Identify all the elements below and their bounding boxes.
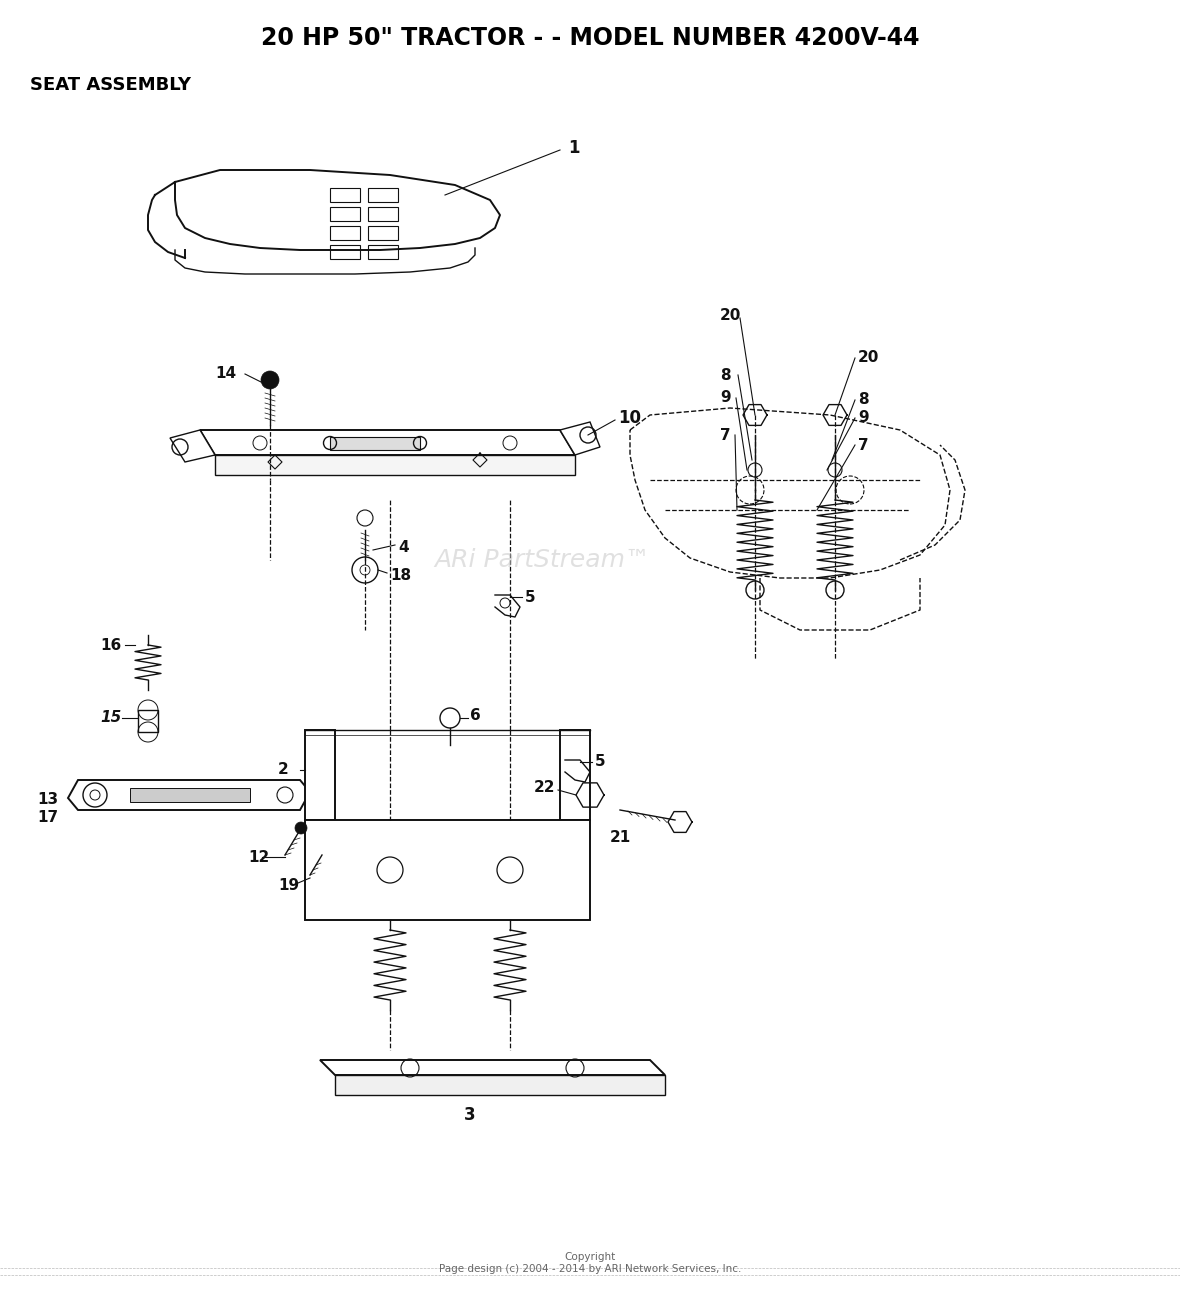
Text: 12: 12 bbox=[248, 849, 269, 865]
Polygon shape bbox=[138, 710, 158, 732]
Polygon shape bbox=[368, 226, 398, 240]
Text: 5: 5 bbox=[595, 754, 605, 769]
Text: 21: 21 bbox=[610, 830, 631, 846]
Text: 9: 9 bbox=[858, 411, 868, 426]
Polygon shape bbox=[68, 780, 310, 809]
Polygon shape bbox=[199, 430, 575, 454]
Text: 7: 7 bbox=[720, 427, 730, 443]
Polygon shape bbox=[170, 430, 215, 462]
Text: 8: 8 bbox=[720, 368, 730, 382]
Polygon shape bbox=[130, 788, 250, 802]
Text: 15: 15 bbox=[100, 710, 122, 726]
Polygon shape bbox=[320, 1060, 666, 1075]
Text: 8: 8 bbox=[858, 392, 868, 408]
Polygon shape bbox=[330, 207, 360, 221]
Polygon shape bbox=[330, 226, 360, 240]
Text: Copyright
Page design (c) 2004 - 2014 by ARI Network Services, Inc.: Copyright Page design (c) 2004 - 2014 by… bbox=[439, 1252, 741, 1274]
Text: 1: 1 bbox=[568, 139, 579, 158]
Polygon shape bbox=[304, 820, 590, 920]
Text: 17: 17 bbox=[37, 811, 58, 825]
Circle shape bbox=[295, 822, 307, 834]
Text: 13: 13 bbox=[37, 793, 58, 807]
Text: 5: 5 bbox=[525, 590, 536, 605]
Text: ARi PartStream™: ARi PartStream™ bbox=[434, 547, 651, 572]
Text: 20: 20 bbox=[720, 307, 741, 323]
Text: 20 HP 50" TRACTOR - - MODEL NUMBER 4200V-44: 20 HP 50" TRACTOR - - MODEL NUMBER 4200V… bbox=[261, 26, 919, 50]
Polygon shape bbox=[368, 188, 398, 201]
Polygon shape bbox=[330, 188, 360, 201]
Text: 20: 20 bbox=[858, 350, 879, 365]
Polygon shape bbox=[330, 436, 420, 451]
Polygon shape bbox=[560, 422, 599, 454]
Text: 18: 18 bbox=[391, 568, 411, 584]
Polygon shape bbox=[368, 245, 398, 259]
Polygon shape bbox=[368, 207, 398, 221]
Text: SEAT ASSEMBLY: SEAT ASSEMBLY bbox=[30, 76, 191, 94]
Text: 4: 4 bbox=[398, 541, 408, 555]
Text: 7: 7 bbox=[858, 438, 868, 453]
Text: 22: 22 bbox=[533, 781, 555, 795]
Polygon shape bbox=[215, 454, 575, 475]
Circle shape bbox=[261, 371, 278, 389]
Text: 19: 19 bbox=[278, 878, 299, 892]
Polygon shape bbox=[335, 1075, 666, 1095]
Text: 16: 16 bbox=[100, 638, 122, 652]
Text: 9: 9 bbox=[720, 390, 730, 405]
Polygon shape bbox=[560, 729, 590, 820]
Polygon shape bbox=[330, 245, 360, 259]
Text: 10: 10 bbox=[618, 409, 641, 427]
Text: 6: 6 bbox=[470, 707, 480, 723]
Text: 3: 3 bbox=[464, 1106, 476, 1124]
Text: 2: 2 bbox=[278, 763, 289, 777]
Text: 14: 14 bbox=[215, 367, 236, 382]
Polygon shape bbox=[304, 729, 335, 820]
